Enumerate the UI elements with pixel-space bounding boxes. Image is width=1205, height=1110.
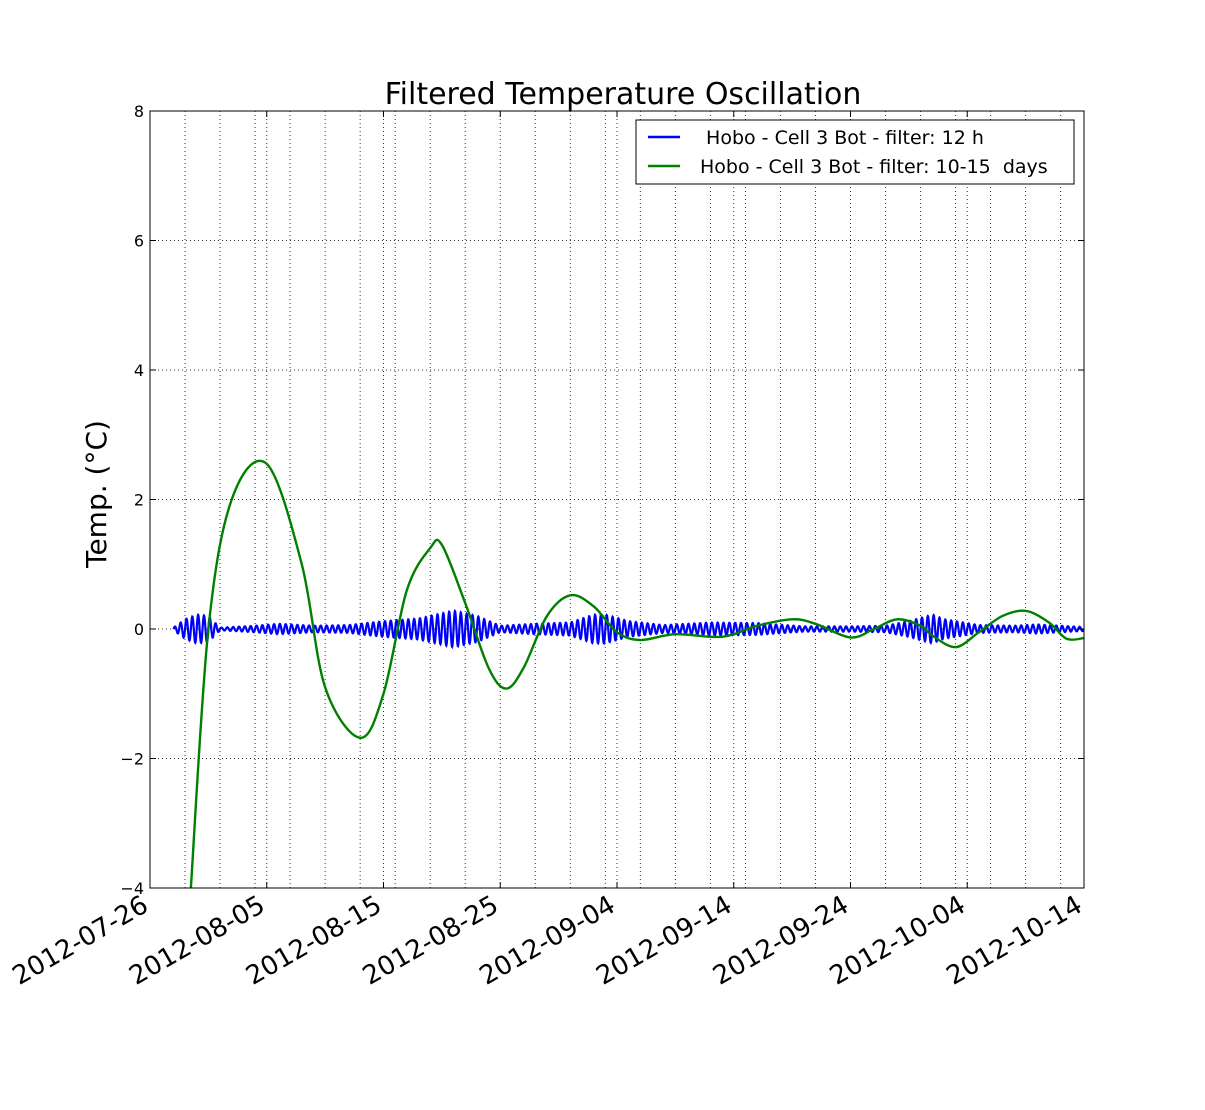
legend-label: Hobo - Cell 3 Bot - filter: 12 h — [700, 127, 984, 149]
grid — [149, 110, 1085, 889]
legend-label: Hobo - Cell 3 Bot - filter: 10-15 days — [700, 156, 1048, 178]
y-tick-label: 4 — [134, 361, 144, 380]
y-tick-label: 0 — [134, 620, 144, 639]
chart-title: Filtered Temperature Oscillation — [385, 77, 862, 112]
series-line-10-15-days — [189, 459, 1084, 888]
legend: Hobo - Cell 3 Bot - filter: 12 h Hobo - C… — [635, 119, 1075, 185]
y-tick-label: 8 — [134, 102, 144, 121]
y-tick-label: 6 — [134, 232, 144, 251]
y-axis-label: Temp. (°C) — [80, 420, 113, 569]
y-tick-label: −4 — [120, 879, 144, 898]
legend-box — [635, 119, 1075, 185]
axis-ticks: −4−2024682012-07-262012-08-052012-08-152… — [8, 102, 1088, 992]
series-line-12h — [172, 608, 1084, 650]
y-tick-label: −2 — [120, 750, 144, 769]
plot-area — [172, 459, 1084, 888]
y-tick-label: 2 — [134, 491, 144, 510]
